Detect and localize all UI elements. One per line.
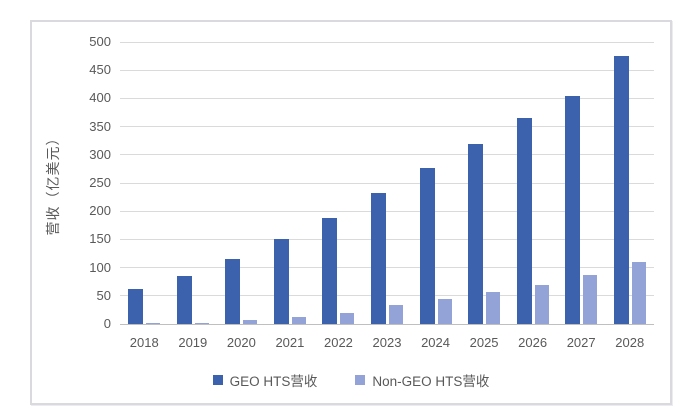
x-tick-label-2025: 2025 (469, 335, 499, 350)
gridline (120, 97, 654, 99)
bar-non-geo-2020 (243, 320, 258, 324)
bar-geo-2021 (273, 239, 289, 324)
bar-non-geo-2023 (389, 305, 403, 324)
bar-geo-2025 (468, 144, 484, 324)
gridline (120, 182, 654, 184)
legend-label: GEO HTS营收 (229, 374, 318, 389)
y-tick-label: 250 (89, 175, 111, 190)
y-tick-label: 500 (89, 34, 111, 49)
bar-non-geo-2024 (437, 299, 452, 324)
gridline (120, 295, 654, 297)
y-tick-label: 300 (89, 146, 111, 162)
gridline (120, 210, 654, 212)
legend: GEO HTS营收 Non-GEO HTS营收 (32, 370, 670, 390)
bar-non-geo-2027 (583, 275, 598, 324)
x-tick-label-2022: 2022 (323, 335, 353, 350)
y-tick-label: 100 (89, 259, 111, 275)
y-tick-label: 200 (89, 203, 111, 219)
x-tick-label-2028: 2028 (615, 335, 645, 350)
gridline (120, 267, 654, 269)
x-tick-label-2020: 2020 (226, 335, 256, 350)
bar-geo-2022 (322, 218, 338, 324)
bar-non-geo-2022 (340, 313, 355, 324)
x-tick-label-2026: 2026 (518, 335, 548, 350)
plot-area (120, 41, 654, 325)
bar-non-geo-2028 (631, 262, 646, 324)
y-tick-label: 50 (96, 287, 111, 303)
legend-swatch-icon (212, 375, 223, 385)
legend-item-non-geo: Non-GEO HTS营收 (355, 370, 489, 390)
bar-geo-2018 (128, 289, 144, 324)
legend-swatch-icon (355, 375, 366, 385)
x-tick-label-2019: 2019 (178, 335, 208, 350)
x-tick-label-2021: 2021 (275, 335, 305, 350)
chart-card: 营收（亿美元） GEO HTS营收 Non-GEO HTS营收 0 50 100 150… (30, 20, 672, 405)
bar-geo-2026 (516, 118, 532, 324)
bar-geo-2024 (419, 168, 435, 324)
bar-non-geo-2019 (194, 323, 209, 324)
x-tick-label-2027: 2027 (566, 335, 596, 350)
gridline (120, 126, 654, 128)
bar-geo-2028 (613, 56, 629, 324)
bar-geo-2023 (371, 193, 386, 324)
y-tick-label: 350 (89, 118, 111, 134)
y-tick-label: 150 (89, 231, 111, 247)
bar-non-geo-2025 (486, 292, 501, 324)
bar-non-geo-2026 (534, 285, 549, 324)
y-axis-title: 营收（亿美元） (45, 130, 61, 236)
legend-item-geo: GEO HTS营收 (212, 370, 318, 390)
gridline (120, 41, 654, 43)
y-tick-label: 450 (89, 62, 111, 78)
legend-label: Non-GEO HTS营收 (372, 374, 490, 389)
gridline (120, 154, 654, 156)
bar-geo-2020 (225, 259, 241, 324)
x-tick-label-2018: 2018 (129, 335, 159, 350)
x-axis-line (120, 323, 654, 325)
gridline (120, 69, 654, 71)
gridline (120, 238, 654, 240)
y-tick-label: 0 (103, 316, 111, 331)
bar-non-geo-2021 (291, 317, 306, 324)
x-tick-label-2023: 2023 (372, 335, 402, 350)
x-tick-label-2024: 2024 (421, 335, 450, 350)
y-tick-label: 400 (89, 90, 111, 106)
bar-non-geo-2018 (146, 323, 161, 324)
bar-geo-2019 (176, 276, 192, 324)
bar-geo-2027 (565, 96, 581, 324)
